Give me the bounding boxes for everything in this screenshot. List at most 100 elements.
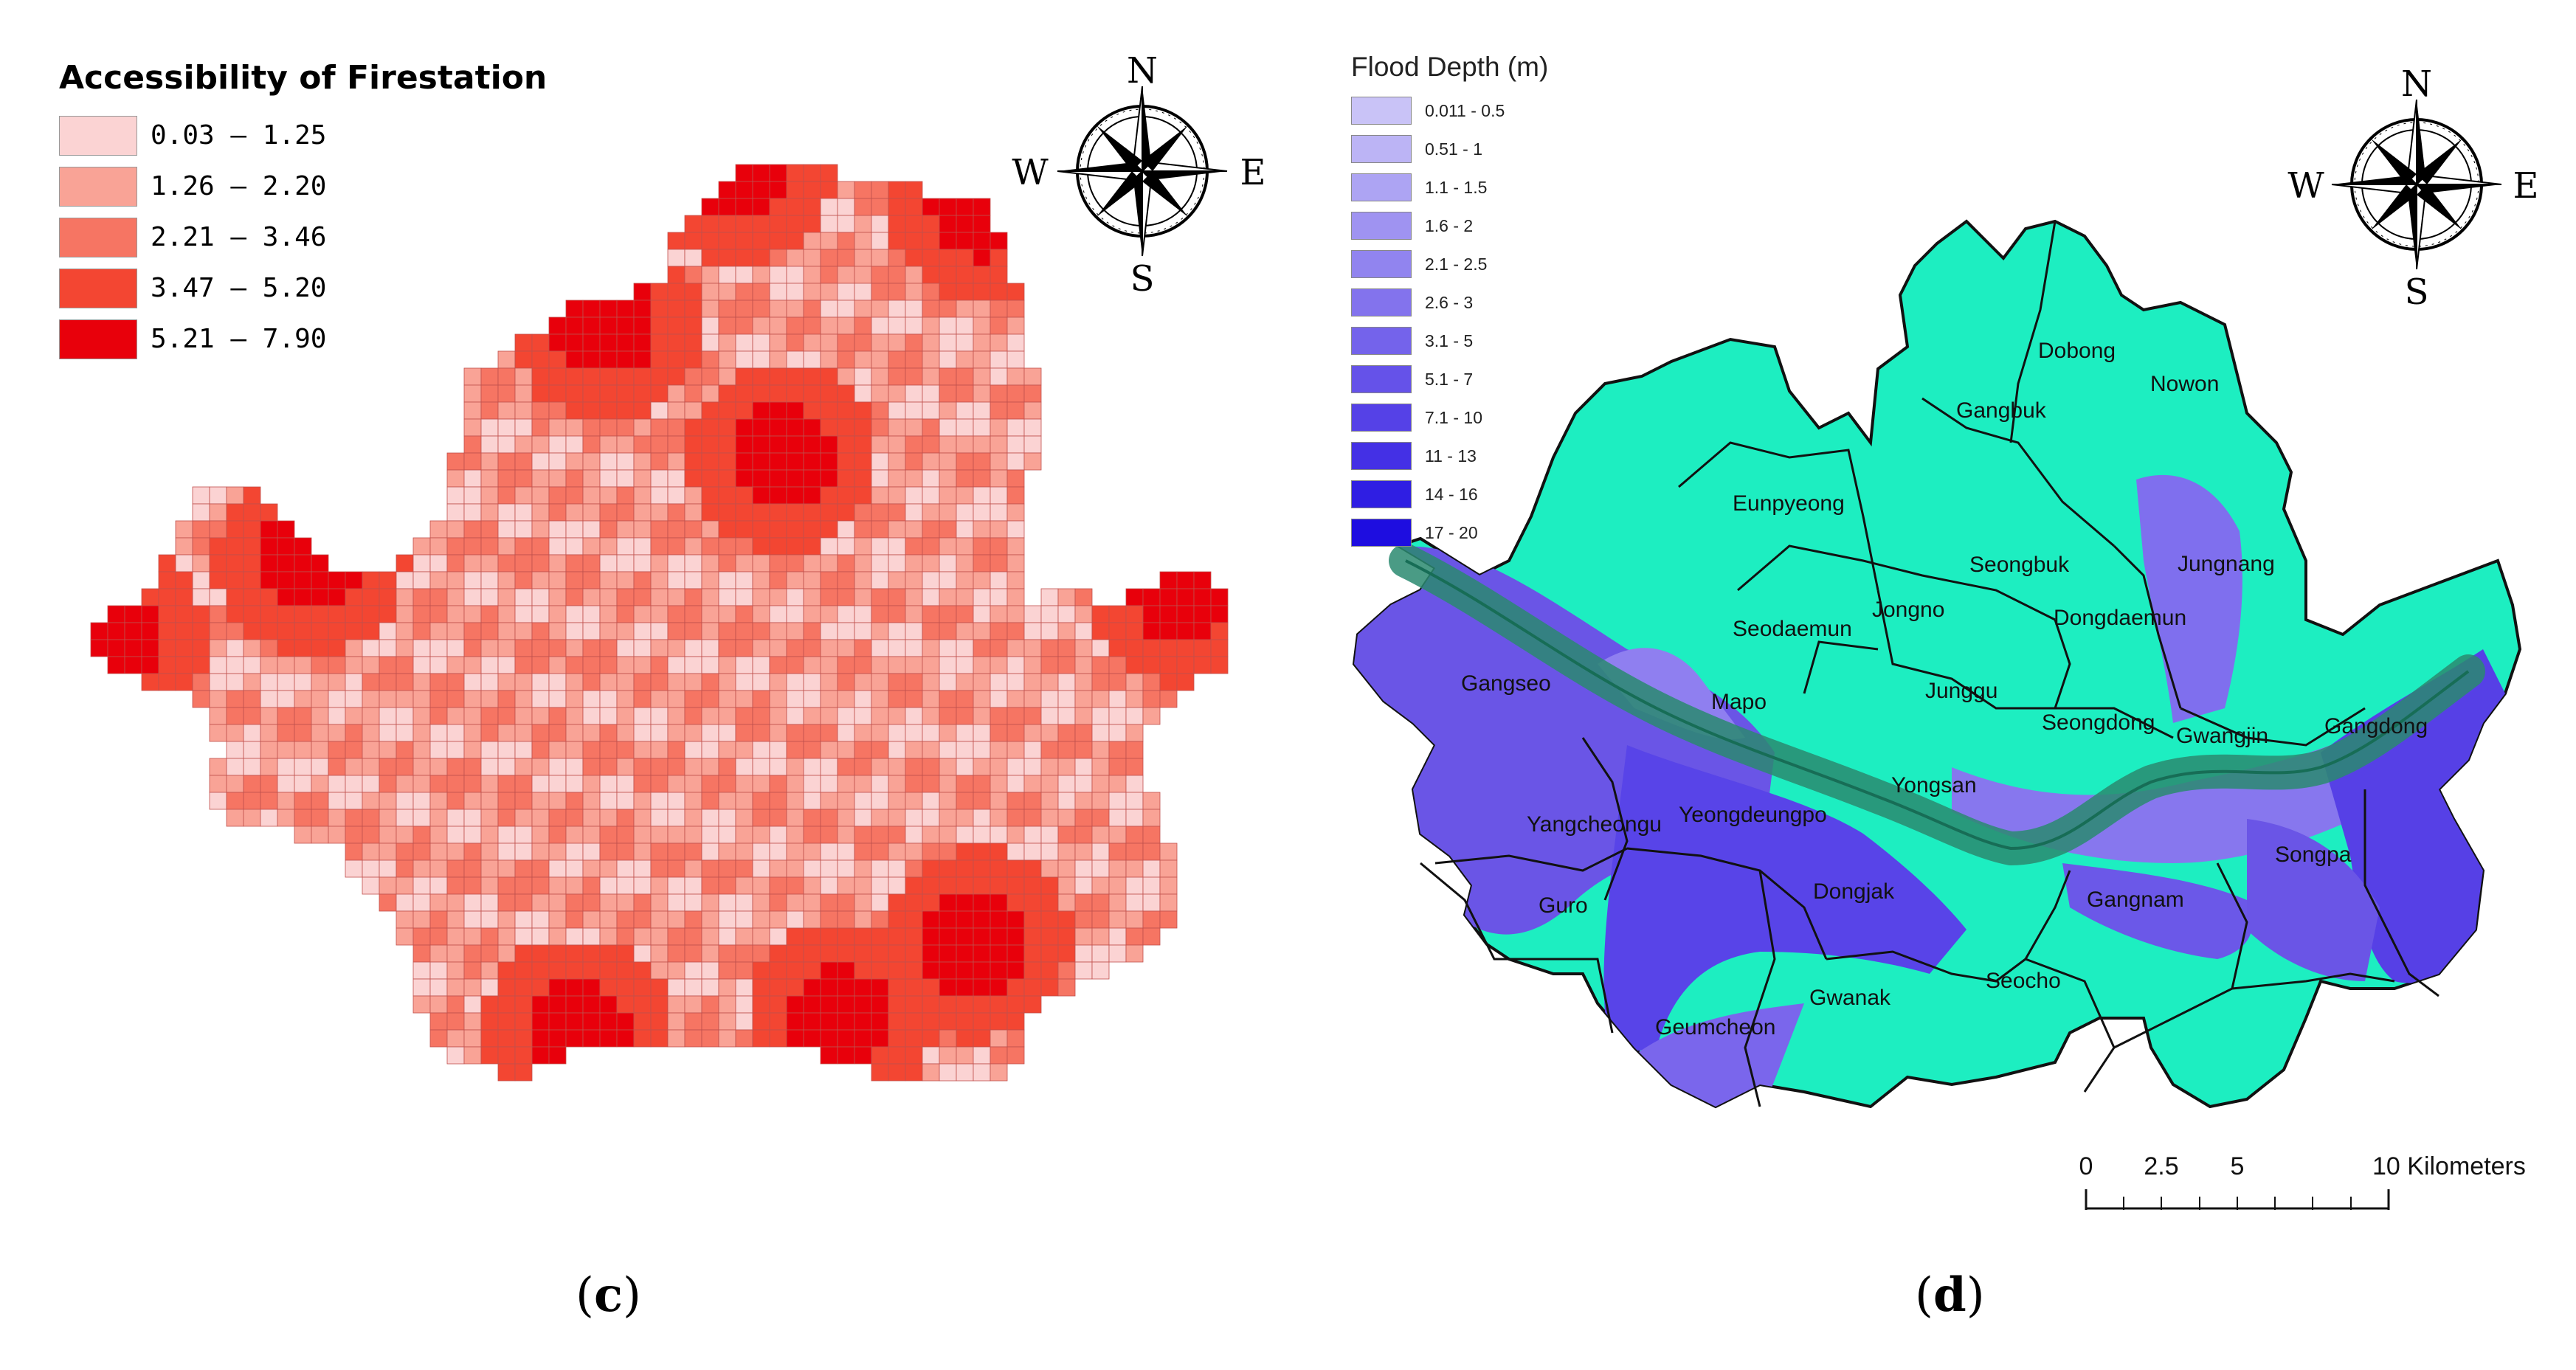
- grid-cell: [786, 469, 804, 488]
- grid-cell: [396, 571, 414, 589]
- grid-cell: [871, 876, 889, 895]
- grid-cell: [429, 656, 448, 674]
- grid-cell: [650, 452, 669, 471]
- grid-cell: [922, 724, 940, 742]
- grid-cell: [1125, 690, 1144, 708]
- grid-cell: [633, 1012, 652, 1031]
- grid-cell: [939, 469, 957, 488]
- grid-cell: [786, 367, 804, 386]
- grid-cell: [956, 910, 974, 929]
- grid-cell: [871, 927, 889, 946]
- grid-cell: [905, 486, 923, 505]
- grid-cell: [1091, 758, 1110, 776]
- grid-cell: [718, 520, 736, 539]
- grid-cell: [854, 910, 872, 929]
- grid-cell: [582, 605, 601, 623]
- grid-cell: [973, 1029, 991, 1048]
- grid-cell: [1142, 809, 1161, 827]
- grid-cell: [939, 503, 957, 522]
- grid-cell: [973, 486, 991, 505]
- grid-cell: [226, 537, 244, 556]
- grid-cell: [667, 571, 686, 589]
- grid-cell: [684, 588, 702, 606]
- grid-cell: [667, 503, 686, 522]
- grid-cell: [871, 401, 889, 420]
- grid-cell: [616, 554, 635, 572]
- grid-cell: [956, 961, 974, 980]
- grid-cell: [497, 503, 516, 522]
- grid-cell: [294, 571, 312, 589]
- grid-cell: [1006, 690, 1025, 708]
- grid-cell: [854, 792, 872, 810]
- grid-cell: [820, 503, 838, 522]
- grid-cell: [480, 724, 499, 742]
- grid-cell: [616, 588, 635, 606]
- grid-cell: [684, 1029, 702, 1048]
- grid-cell: [956, 893, 974, 912]
- grid-cell: [531, 435, 550, 454]
- grid-cell: [1091, 876, 1110, 895]
- grid-cell: [990, 758, 1008, 776]
- grid-cell: [650, 554, 669, 572]
- grid-cell: [345, 724, 363, 742]
- grid-cell: [497, 384, 516, 403]
- grid-cell: [1142, 843, 1161, 861]
- grid-cell: [922, 249, 940, 267]
- legend-label: 1.26 – 2.20: [151, 171, 327, 201]
- grid-cell: [956, 401, 974, 420]
- grid-cell: [871, 893, 889, 912]
- han-river-centerline: [1405, 559, 2470, 851]
- grid-cell: [667, 537, 686, 556]
- grid-cell: [769, 503, 787, 522]
- grid-cell: [735, 758, 753, 776]
- grid-cell: [769, 927, 787, 946]
- grid-cell: [820, 673, 838, 691]
- grid-cell: [820, 350, 838, 369]
- grid-cell: [446, 758, 465, 776]
- grid-cell: [667, 418, 686, 437]
- grid-cell: [803, 316, 821, 335]
- grid-cell: [226, 639, 244, 657]
- grid-cell: [922, 1012, 940, 1031]
- grid-cell: [260, 741, 278, 759]
- grid-cell: [803, 469, 821, 488]
- grid-cell: [599, 910, 618, 929]
- grid-cell: [922, 741, 940, 759]
- grid-cell: [990, 673, 1008, 691]
- grid-cell: [684, 809, 702, 827]
- grid-cell: [871, 622, 889, 640]
- grid-cell: [973, 639, 991, 657]
- grid-cell: [820, 266, 838, 284]
- grid-cell: [548, 1012, 567, 1031]
- grid-cell: [463, 639, 482, 657]
- grid-cell: [616, 571, 635, 589]
- grid-cell: [633, 673, 652, 691]
- grid-cell: [752, 266, 770, 284]
- grid-cell: [905, 300, 923, 318]
- grid-cell: [871, 1012, 889, 1031]
- grid-cell: [480, 876, 499, 895]
- grid-cell: [939, 724, 957, 742]
- grid-cell: [192, 486, 210, 505]
- grid-cell: [599, 927, 618, 946]
- grid-cell: [582, 927, 601, 946]
- grid-cell: [1091, 843, 1110, 861]
- grid-cell: [786, 401, 804, 420]
- grid-cell: [701, 876, 719, 895]
- grid-cell: [463, 893, 482, 912]
- grid-cell: [956, 1029, 974, 1048]
- grid-cell: [294, 741, 312, 759]
- grid-cell: [735, 910, 753, 929]
- grid-cell: [565, 401, 584, 420]
- grid-cell: [990, 944, 1008, 963]
- grid-cell: [803, 775, 821, 793]
- grid-cell: [497, 775, 516, 793]
- grid-cell: [803, 792, 821, 810]
- grid-cell: [158, 588, 176, 606]
- grid-cell: [599, 758, 618, 776]
- grid-cell: [922, 639, 940, 657]
- grid-cell: [1057, 927, 1076, 946]
- grid-cell: [379, 843, 397, 861]
- grid-cell: [667, 486, 686, 505]
- grid-cell: [1108, 792, 1127, 810]
